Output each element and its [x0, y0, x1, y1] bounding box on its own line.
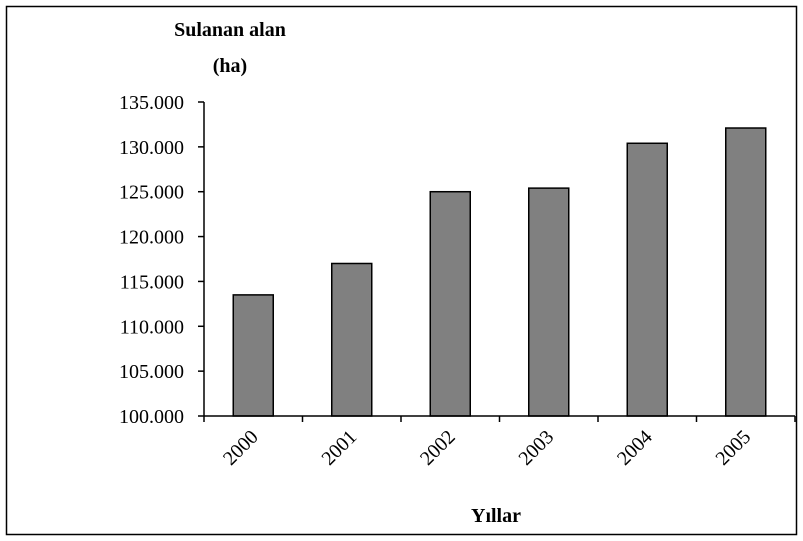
y-tick-label: 125.000: [119, 182, 184, 204]
bar: [626, 142, 668, 417]
bar: [528, 187, 570, 417]
bar: [232, 294, 274, 417]
y-tick-label: 100.000: [119, 406, 184, 428]
y-tick-label: 130.000: [119, 137, 184, 159]
y-tick-label: 115.000: [120, 271, 184, 293]
y-axis-title: (ha): [213, 55, 247, 77]
y-tick-label: 105.000: [119, 361, 184, 383]
x-axis-title: Yıllar: [471, 505, 521, 527]
y-tick-label: 120.000: [119, 227, 184, 249]
y-tick-label: 110.000: [120, 316, 184, 338]
y-axis-title: Sulanan alan: [174, 19, 286, 41]
bar: [331, 262, 373, 417]
y-tick-label: 135.000: [119, 92, 184, 114]
bar: [725, 127, 767, 417]
bar: [429, 190, 471, 417]
